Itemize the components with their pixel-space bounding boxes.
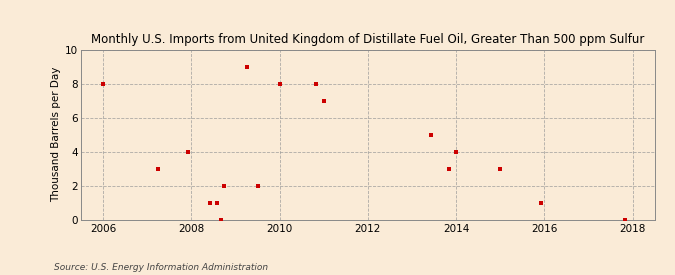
Title: Monthly U.S. Imports from United Kingdom of Distillate Fuel Oil, Greater Than 50: Monthly U.S. Imports from United Kingdom…	[91, 32, 645, 46]
Point	[443, 167, 454, 171]
Y-axis label: Thousand Barrels per Day: Thousand Barrels per Day	[51, 67, 61, 202]
Point	[182, 150, 193, 154]
Point	[98, 81, 109, 86]
Point	[319, 98, 329, 103]
Point	[620, 218, 630, 222]
Point	[215, 218, 226, 222]
Point	[219, 184, 230, 188]
Point	[252, 184, 263, 188]
Point	[205, 201, 215, 205]
Point	[451, 150, 462, 154]
Point	[425, 133, 436, 137]
Text: Source: U.S. Energy Information Administration: Source: U.S. Energy Information Administ…	[54, 263, 268, 272]
Point	[495, 167, 506, 171]
Point	[274, 81, 285, 86]
Point	[535, 201, 546, 205]
Point	[311, 81, 322, 86]
Point	[153, 167, 163, 171]
Point	[211, 201, 222, 205]
Point	[241, 64, 252, 69]
